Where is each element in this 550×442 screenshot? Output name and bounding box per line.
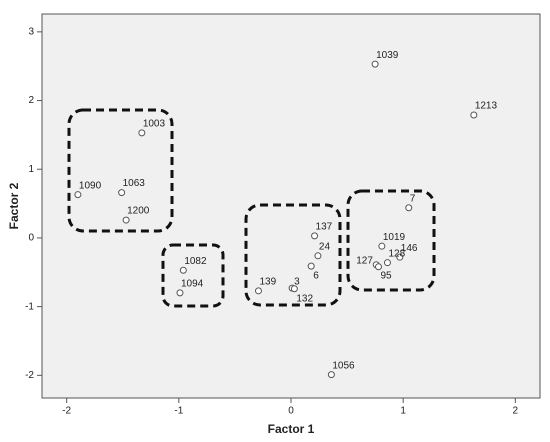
y-tick-label: 0 [28, 233, 34, 244]
point [327, 371, 335, 379]
point-label: 24 [319, 241, 331, 252]
point-label: 1200 [127, 206, 150, 217]
point [470, 111, 478, 119]
point [290, 285, 298, 293]
point [314, 252, 322, 260]
point-label: 1003 [143, 118, 166, 129]
point [396, 253, 404, 261]
point [307, 262, 315, 270]
y-tick-label: 2 [28, 95, 34, 106]
point-label: 95 [380, 270, 392, 281]
y-tick-label: 1 [28, 164, 34, 175]
point [311, 232, 319, 240]
x-axis-title: Factor 1 [268, 422, 315, 436]
point [118, 189, 126, 197]
point-label: 137 [316, 222, 333, 233]
point-label: 1056 [332, 360, 355, 371]
point [74, 191, 82, 199]
point-label: 3 [294, 277, 300, 288]
point [378, 242, 386, 250]
point-label: 1082 [184, 256, 207, 267]
point-label: 127 [356, 255, 373, 266]
point [176, 289, 184, 297]
cluster-box [346, 189, 436, 292]
point-label: 1090 [79, 180, 102, 191]
point [371, 60, 379, 68]
point-label: 1063 [123, 178, 146, 189]
point [383, 259, 391, 267]
point [374, 263, 382, 271]
x-tick-label: 0 [288, 406, 294, 417]
point-label: 6 [313, 271, 319, 282]
cluster-box [67, 108, 174, 233]
x-tick-label: 2 [513, 406, 519, 417]
point [254, 287, 262, 295]
x-tick-label: 1 [400, 406, 406, 417]
x-tick-label: -1 [174, 406, 183, 417]
point-label: 1213 [475, 101, 498, 112]
y-axis-title: Factor 2 [7, 182, 21, 229]
cluster-box [244, 203, 342, 307]
point [179, 266, 187, 274]
cluster-box [161, 243, 225, 308]
y-tick-label: -2 [25, 370, 34, 381]
point-label: 1094 [181, 279, 204, 290]
point-label: 1039 [376, 50, 399, 61]
point-label: 132 [296, 293, 313, 304]
point-label: 7 [410, 193, 416, 204]
point [122, 216, 130, 224]
point [405, 204, 413, 212]
point-label: 146 [401, 243, 418, 254]
point-label: 139 [259, 276, 276, 287]
point [138, 129, 146, 137]
point-label: 128 [388, 248, 405, 259]
point-label: 1019 [383, 232, 406, 243]
x-tick-label: -2 [62, 406, 71, 417]
y-tick-label: 3 [28, 27, 34, 38]
y-tick-label: -1 [25, 301, 34, 312]
